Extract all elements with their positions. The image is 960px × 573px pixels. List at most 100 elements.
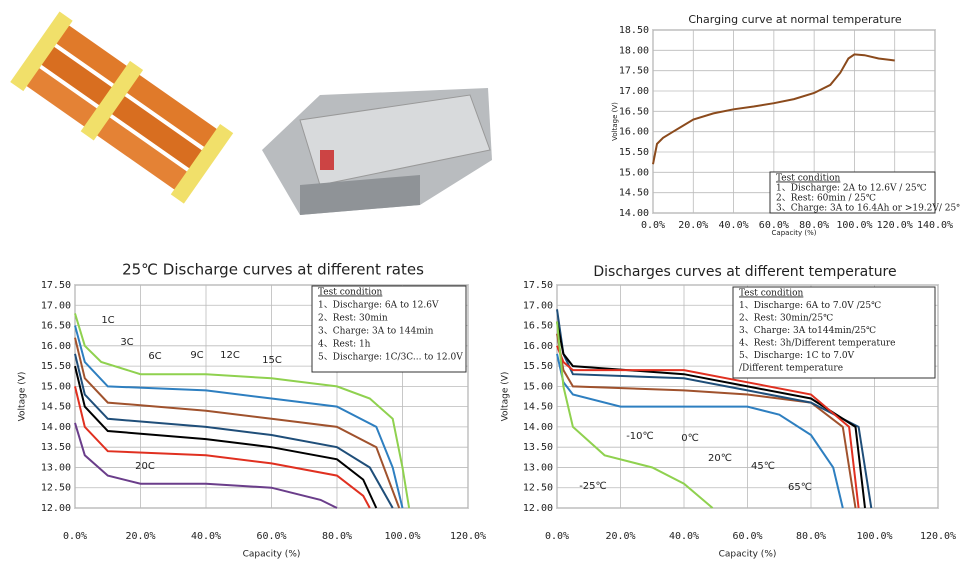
legend-label: 15C — [262, 355, 282, 366]
x-tick-label: 60.0% — [732, 531, 762, 542]
series-line — [556, 321, 866, 509]
y-axis-label: Voltage (V) — [611, 102, 619, 141]
legend-label: -10℃ — [626, 431, 654, 442]
y-tick-label: 14.00 — [523, 422, 553, 433]
test-condition-box — [732, 286, 936, 379]
x-tick-label: 40.0% — [669, 531, 699, 542]
y-tick-label: 14.00 — [619, 208, 649, 219]
series-line — [74, 422, 338, 509]
x-tick-label: 60.0% — [256, 531, 286, 542]
x-tick-label: 40.0% — [191, 531, 221, 542]
x-tick-label: 80.0% — [799, 220, 829, 231]
legend-label: 9C — [190, 350, 203, 361]
y-tick-label: 15.00 — [523, 381, 553, 392]
y-tick-label: 15.00 — [41, 381, 71, 392]
x-tick-label: 120.0% — [920, 531, 956, 542]
x-axis-label: Capacity (%) — [772, 229, 817, 237]
y-tick-label: 13.00 — [523, 462, 553, 473]
y-tick-label: 17.00 — [523, 300, 553, 311]
chart-title: Discharges curves at different temperatu… — [593, 264, 896, 280]
x-tick-label: 120.0% — [877, 220, 913, 231]
y-tick-label: 16.00 — [41, 341, 71, 352]
legend-label: 3C — [120, 337, 133, 348]
legend-label: -25℃ — [579, 481, 607, 492]
chart-title: 25℃ Discharge curves at different rates — [122, 261, 424, 279]
annotation: 3、Charge: 3A to 144min — [318, 327, 434, 337]
x-tick-label: 40.0% — [719, 220, 749, 231]
battery-pack-photo — [262, 88, 492, 215]
series-line — [74, 313, 411, 509]
series-line — [556, 345, 860, 509]
annotation: 5、Discharge: 1C/3C... to 12.0V — [318, 353, 463, 363]
y-tick-label: 14.50 — [41, 402, 71, 413]
y-tick-label: 17.50 — [619, 66, 649, 77]
y-tick-label: 14.50 — [523, 402, 553, 413]
series-line — [652, 53, 895, 165]
series-line — [74, 337, 401, 509]
legend-label: 65℃ — [788, 482, 812, 493]
x-axis-label: Capacity (%) — [719, 550, 777, 560]
y-tick-label: 15.50 — [619, 147, 649, 158]
y-tick-label: 17.50 — [41, 280, 71, 291]
chart-title: Charging curve at normal temperature — [688, 13, 901, 26]
y-tick-label: 12.00 — [523, 503, 553, 514]
legend-label: 0℃ — [681, 433, 699, 444]
annotation: Test condition — [739, 289, 804, 299]
y-tick-label: 13.50 — [523, 442, 553, 453]
y-tick-label: 12.50 — [523, 483, 553, 494]
annotation: 1、Discharge: 6A to 7.0V /25℃ — [739, 301, 881, 311]
x-tick-label: 120.0% — [450, 531, 486, 542]
x-tick-label: 0.0% — [545, 531, 569, 542]
legend-label: 20℃ — [708, 453, 732, 464]
battery-stick-photo — [10, 11, 234, 204]
legend-label: 12C — [220, 350, 240, 361]
legend-label: 45℃ — [751, 461, 775, 472]
test-condition-box — [769, 171, 936, 214]
legend-label: 20C — [135, 461, 155, 472]
y-axis-label: Voltage (V) — [18, 372, 28, 422]
legend-label: 6C — [148, 351, 161, 362]
annotation: 2、Rest: 30min — [318, 314, 388, 324]
series-line — [556, 333, 857, 509]
x-tick-label: 80.0% — [796, 531, 826, 542]
y-tick-label: 16.00 — [619, 127, 649, 138]
y-tick-label: 18.00 — [619, 45, 649, 56]
annotation: 3、Charge: 3A to 16.4Ah or >19.2V/ 25℃ — [776, 204, 960, 214]
x-tick-label: 100.0% — [836, 220, 872, 231]
annotation: 5、Discharge: 1C to 7.0V — [739, 351, 855, 361]
annotation: /Different temperature — [739, 364, 843, 374]
y-tick-label: 18.50 — [619, 25, 649, 36]
x-axis-label: Capacity (%) — [243, 550, 301, 560]
annotation: Test condition — [776, 174, 841, 184]
x-tick-label: 80.0% — [322, 531, 352, 542]
annotation: 4、Rest: 3h/Different temperature — [739, 339, 896, 349]
y-axis-label: Voltage (V) — [501, 372, 511, 422]
y-tick-label: 14.50 — [619, 188, 649, 199]
y-tick-label: 13.00 — [41, 462, 71, 473]
x-tick-label: 140.0% — [917, 220, 953, 231]
y-tick-label: 16.00 — [523, 341, 553, 352]
y-tick-label: 15.50 — [523, 361, 553, 372]
y-tick-label: 16.50 — [619, 106, 649, 117]
y-tick-label: 17.00 — [619, 86, 649, 97]
x-tick-label: 100.0% — [384, 531, 420, 542]
x-tick-label: 0.0% — [63, 531, 87, 542]
x-tick-label: 20.0% — [125, 531, 155, 542]
y-tick-label: 17.50 — [523, 280, 553, 291]
annotation: 1、Discharge: 2A to 12.6V / 25℃ — [776, 184, 927, 194]
y-tick-label: 13.50 — [41, 442, 71, 453]
y-tick-label: 14.00 — [41, 422, 71, 433]
x-tick-label: 20.0% — [678, 220, 708, 231]
x-tick-label: 20.0% — [605, 531, 635, 542]
series-line — [74, 386, 371, 509]
series-line — [556, 321, 714, 509]
y-tick-label: 15.50 — [41, 361, 71, 372]
legend-label: 1C — [101, 315, 114, 326]
annotation: 1、Discharge: 6A to 12.6V — [318, 301, 439, 311]
x-tick-label: 60.0% — [759, 220, 789, 231]
y-tick-label: 12.50 — [41, 483, 71, 494]
test-condition-box — [311, 285, 467, 373]
annotation: Test condition — [318, 288, 383, 298]
y-tick-label: 16.50 — [523, 321, 553, 332]
x-tick-label: 0.0% — [641, 220, 665, 231]
